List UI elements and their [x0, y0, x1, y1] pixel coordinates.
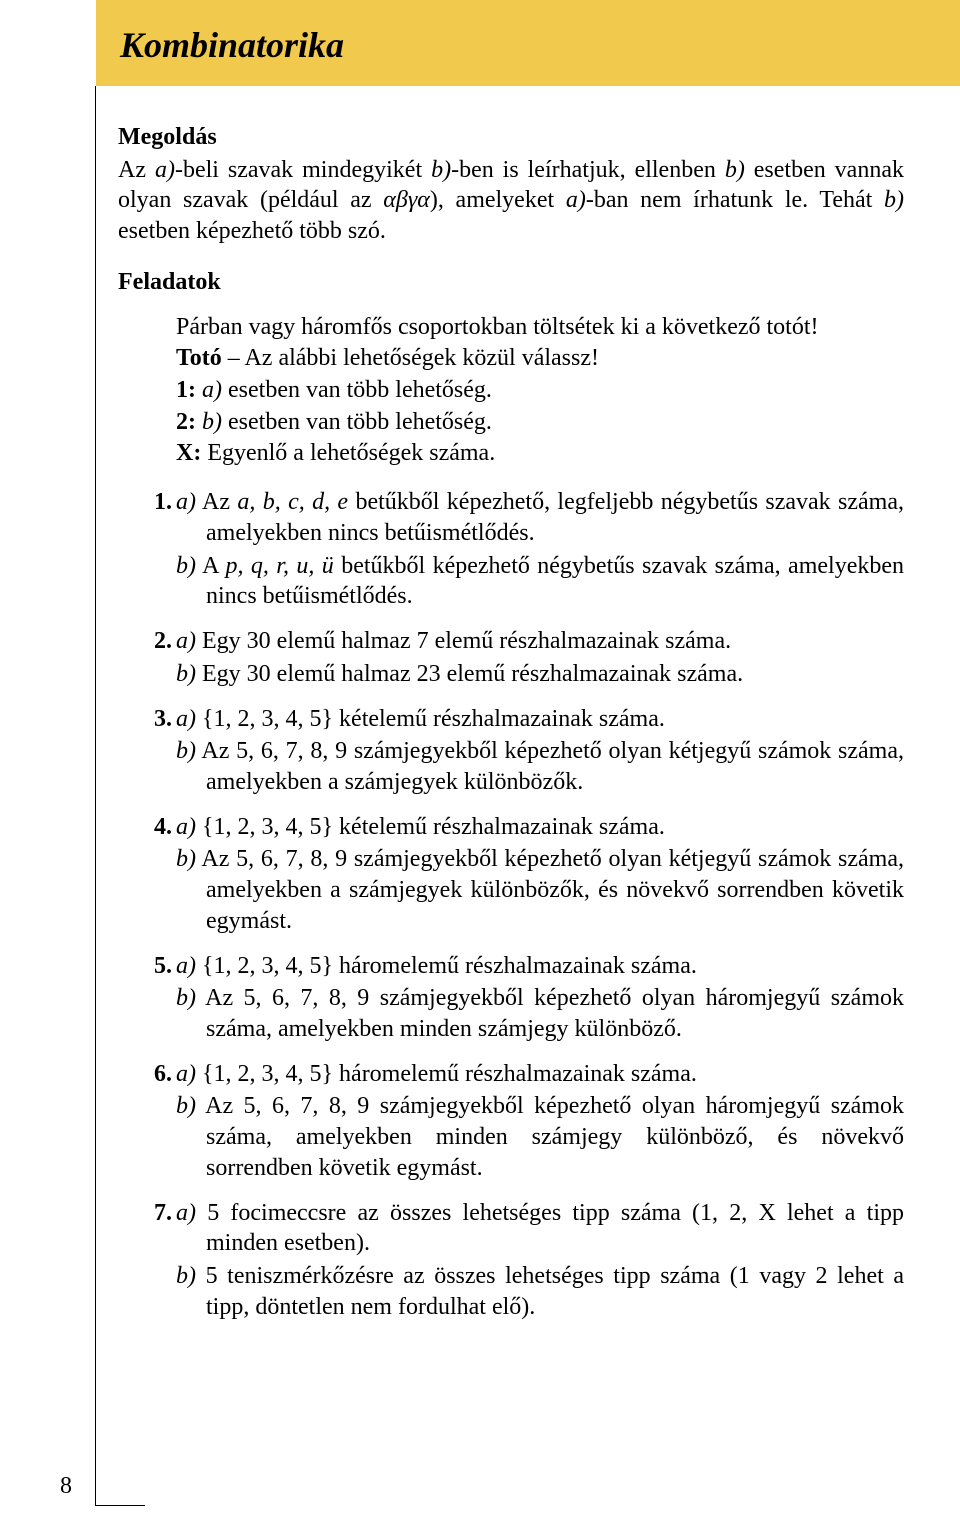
task-item: 5.a) {1, 2, 3, 4, 5} háromelemű részhalm…	[176, 951, 904, 1045]
task-subitem: b) Az 5, 6, 7, 8, 9 számjegyekből képezh…	[176, 736, 904, 797]
task-subitem: a) {1, 2, 3, 4, 5} kételemű részhalmazai…	[176, 704, 904, 735]
task-item: 7.a) 5 focimeccsre az összes lehetséges …	[176, 1198, 904, 1323]
tasks-heading: Feladatok	[118, 267, 904, 298]
task-item: 3.a) {1, 2, 3, 4, 5} kételemű részhalmaz…	[176, 704, 904, 798]
left-rule	[95, 86, 96, 1506]
task-subitem: a) Az a, b, c, d, e betűkből képezhető, …	[176, 487, 904, 548]
task-item: 6.a) {1, 2, 3, 4, 5} háromelemű részhalm…	[176, 1059, 904, 1184]
task-subitem: a) {1, 2, 3, 4, 5} háromelemű részhalmaz…	[176, 951, 904, 982]
bottom-rule	[95, 1505, 145, 1506]
solution-paragraph: Az a)-beli szavak mindegyikét b)-ben is …	[118, 155, 904, 247]
task-subitem: b) Az 5, 6, 7, 8, 9 számjegyekből képezh…	[176, 983, 904, 1044]
task-subitem: b) Az 5, 6, 7, 8, 9 számjegyekből képezh…	[176, 844, 904, 936]
task-item: 1.a) Az a, b, c, d, e betűkből képezhető…	[176, 487, 904, 612]
task-subitem: b) 5 teniszmérkőzésre az összes lehetség…	[176, 1261, 904, 1322]
task-item: 2.a) Egy 30 elemű halmaz 7 elemű részhal…	[176, 626, 904, 689]
intro-line: Totó – Az alábbi lehetőségek közül válas…	[176, 343, 904, 374]
chapter-title: Kombinatorika	[120, 24, 344, 66]
task-number: 6.	[138, 1059, 172, 1090]
task-subitem: a) 5 focimeccsre az összes lehetséges ti…	[176, 1198, 904, 1259]
solution-heading: Megoldás	[118, 122, 904, 153]
task-subitem: a) Egy 30 elemű halmaz 7 elemű részhalma…	[176, 626, 904, 657]
intro-line: 2: b) esetben van több lehetőség.	[176, 407, 904, 438]
task-number: 4.	[138, 812, 172, 843]
toto-intro: Párban vagy háromfős csoportokban töltsé…	[176, 312, 904, 470]
task-number: 5.	[138, 951, 172, 982]
task-number: 1.	[138, 487, 172, 518]
task-number: 2.	[138, 626, 172, 657]
intro-line: Párban vagy háromfős csoportokban töltsé…	[176, 312, 904, 343]
page-number: 8	[60, 1473, 72, 1500]
task-subitem: a) {1, 2, 3, 4, 5} kételemű részhalmazai…	[176, 812, 904, 843]
intro-line: 1: a) esetben van több lehetőség.	[176, 375, 904, 406]
content-area: Megoldás Az a)-beli szavak mindegyikét b…	[118, 108, 904, 1324]
task-item: 4.a) {1, 2, 3, 4, 5} kételemű részhalmaz…	[176, 812, 904, 937]
task-subitem: b) Az 5, 6, 7, 8, 9 számjegyekből képezh…	[176, 1091, 904, 1183]
page: Kombinatorika Megoldás Az a)-beli szavak…	[0, 0, 960, 1522]
task-number: 7.	[138, 1198, 172, 1229]
task-subitem: a) {1, 2, 3, 4, 5} háromelemű részhalmaz…	[176, 1059, 904, 1090]
task-subitem: b) Egy 30 elemű halmaz 23 elemű részhalm…	[176, 659, 904, 690]
task-number: 3.	[138, 704, 172, 735]
task-list: 1.a) Az a, b, c, d, e betűkből képezhető…	[176, 487, 904, 1322]
header-band: Kombinatorika	[96, 0, 960, 86]
task-subitem: b) A p, q, r, u, ü betűkből képezhető né…	[176, 551, 904, 612]
intro-line: X: Egyenlő a lehetőségek száma.	[176, 438, 904, 469]
